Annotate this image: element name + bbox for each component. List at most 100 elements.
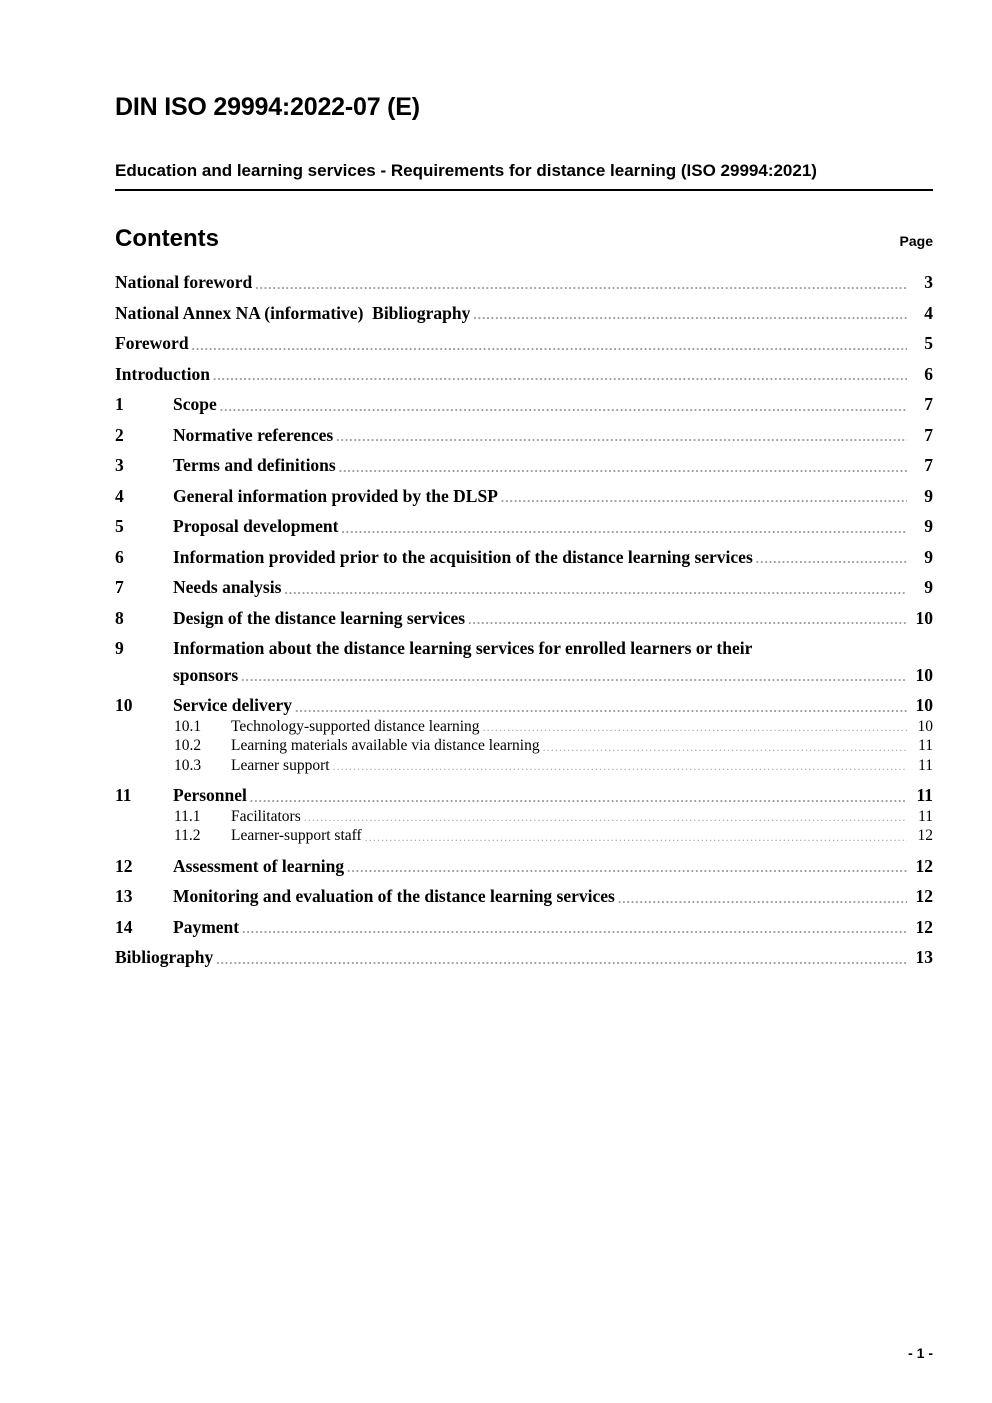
toc-entry-clause-4[interactable]: 4 General information provided by the DL…: [115, 485, 933, 506]
toc-leader: [365, 828, 907, 844]
toc-entry-number: 2: [115, 424, 124, 445]
toc-entry-number: 1: [115, 394, 124, 415]
toc-entry-label: Proposal development: [173, 516, 339, 537]
toc-entry-page: 12: [917, 827, 934, 845]
toc-entry-number: 11: [115, 785, 132, 806]
toc-leader: [618, 888, 907, 906]
toc-entry-number: 11.1: [174, 807, 201, 825]
toc-entry-number: 8: [115, 607, 124, 628]
toc-entry-clause-14[interactable]: 14 Payment 12: [115, 916, 933, 937]
toc-entry-page: 7: [924, 455, 933, 476]
toc-entry-page: 11: [918, 737, 933, 755]
toc-entry-clause-1[interactable]: 1 Scope 7: [115, 396, 933, 414]
toc-leader: [213, 366, 907, 384]
toc-leader: [284, 579, 907, 597]
toc-entry-foreword[interactable]: Foreword 5: [115, 335, 933, 353]
toc-entry-clause-6[interactable]: 6 Information provided prior to the acqu…: [115, 546, 933, 567]
toc-entry-introduction[interactable]: Introduction 6: [115, 363, 933, 384]
toc-leader: [336, 427, 907, 445]
toc-leader: [242, 919, 907, 937]
toc-entry-page: 10: [915, 695, 934, 716]
toc-entry-clause-11-2[interactable]: 11.2 Learner-support staff 12: [115, 828, 933, 844]
toc-entry-page: 4: [924, 302, 933, 323]
toc-entry-label: Information provided prior to the acquis…: [173, 546, 753, 567]
toc-entry-label: Introduction: [115, 363, 210, 384]
toc-entry-number: 10.2: [174, 737, 202, 755]
toc-entry-clause-11[interactable]: 11 Personnel 11: [115, 787, 933, 805]
toc-entry-number: 11.2: [174, 827, 201, 845]
toc-leader: [341, 518, 907, 536]
toc-entry-page: 7: [924, 394, 933, 415]
toc-entry-label: Needs analysis: [173, 577, 282, 598]
toc-leader: [543, 738, 907, 754]
toc-entry-clause-12[interactable]: 12 Assessment of learning 12: [115, 855, 934, 876]
page-column-label: Page: [899, 232, 933, 249]
toc-entry-clause-5[interactable]: 5 Proposal development 9: [115, 518, 933, 536]
toc-entry-clause-10-3[interactable]: 10.3 Learner support 11: [115, 758, 933, 774]
toc-entry-number: 14: [115, 916, 133, 937]
toc-entry-label: Monitoring and evaluation of the distanc…: [173, 886, 615, 907]
toc-entry-page: 9: [924, 546, 933, 567]
toc-entry-clause-10-1[interactable]: 10.1 Technology-supported distance learn…: [115, 719, 933, 735]
toc-entry-page: 11: [918, 756, 933, 774]
toc-entry-line-1: 9 Information about the distance learnin…: [115, 640, 933, 658]
toc-entry-clause-13[interactable]: 13 Monitoring and evaluation of the dist…: [115, 888, 933, 906]
toc-entry-clause-10[interactable]: 10 Service delivery 10: [115, 697, 933, 715]
toc-entry-label-continued: sponsors: [173, 664, 239, 685]
toc-entry-number: 6: [115, 546, 124, 567]
toc-leader: [216, 949, 907, 967]
toc-entry-page: 13: [915, 947, 934, 968]
toc-entry-national-annex-na[interactable]: National Annex NA (informative) Bibliogr…: [115, 302, 933, 323]
toc-entry-label: Design of the distance learning services: [173, 607, 466, 628]
toc-entry-bibliography[interactable]: Bibliography 13: [115, 949, 933, 967]
toc-entry-number: 12: [115, 855, 133, 876]
toc-leader: [250, 787, 907, 805]
toc-entry-label: Terms and definitions: [173, 455, 336, 476]
toc-leader: [304, 809, 907, 825]
toc-entry-page: 10: [915, 664, 934, 685]
toc-leader: [333, 758, 907, 774]
toc-entry-number: 10.1: [174, 717, 202, 735]
document-title: Education and learning services - Requir…: [115, 161, 817, 180]
toc-entry-page: 10: [917, 717, 934, 735]
toc-entry-clause-7[interactable]: 7 Needs analysis 9: [115, 579, 933, 597]
toc-entry-number: 4: [115, 485, 124, 506]
title-divider: [115, 188, 933, 191]
toc-entry-clause-2[interactable]: 2 Normative references 7: [115, 424, 933, 445]
toc-entry-page: 5: [924, 333, 933, 354]
contents-heading: Contents: [115, 224, 219, 252]
toc-entry-label: Service delivery: [173, 695, 293, 716]
toc-entry-label: Information about the distance learning …: [173, 638, 753, 659]
toc-entry-label: Facilitators: [231, 807, 301, 825]
toc-entry-label: Scope: [173, 394, 217, 415]
toc-entry-clause-8[interactable]: 8 Design of the distance learning servic…: [115, 607, 934, 628]
toc-leader: [468, 610, 907, 628]
toc-leader: [473, 305, 907, 323]
toc-entry-clause-9[interactable]: 9 Information about the distance learnin…: [115, 640, 933, 684]
toc-leader: [339, 457, 907, 475]
toc-entry-national-foreword[interactable]: National foreword 3: [115, 274, 933, 292]
toc-entry-page: 11: [918, 807, 933, 825]
toc-entry-page: 12: [915, 886, 934, 907]
toc-entry-page: 11: [916, 785, 933, 806]
toc-entry-label: National foreword: [115, 272, 253, 293]
toc-entry-clause-3[interactable]: 3 Terms and definitions 7: [115, 457, 933, 475]
toc-entry-number: 5: [115, 516, 124, 537]
toc-entry-label: Foreword: [115, 333, 189, 354]
toc-leader: [192, 335, 907, 353]
toc-entry-page: 12: [915, 855, 934, 876]
toc-entry-page: 10: [915, 607, 934, 628]
toc-leader: [756, 549, 907, 567]
toc-entry-clause-10-2[interactable]: 10.2 Learning materials available via di…: [115, 738, 933, 754]
toc-entry-label: National Annex NA (informative) Bibliogr…: [115, 302, 471, 323]
toc-entry-line-2: sponsors 10: [115, 664, 934, 685]
toc-entry-page: 9: [924, 485, 933, 506]
toc-entry-label: Bibliography: [115, 947, 214, 968]
toc-entry-label: Personnel: [173, 785, 247, 806]
toc-leader: [483, 719, 907, 735]
toc-entry-number: 10: [115, 695, 133, 716]
toc-entry-label: Learner-support staff: [231, 827, 362, 845]
toc-entry-clause-11-1[interactable]: 11.1 Facilitators 11: [115, 809, 933, 825]
toc-leader: [295, 697, 907, 715]
